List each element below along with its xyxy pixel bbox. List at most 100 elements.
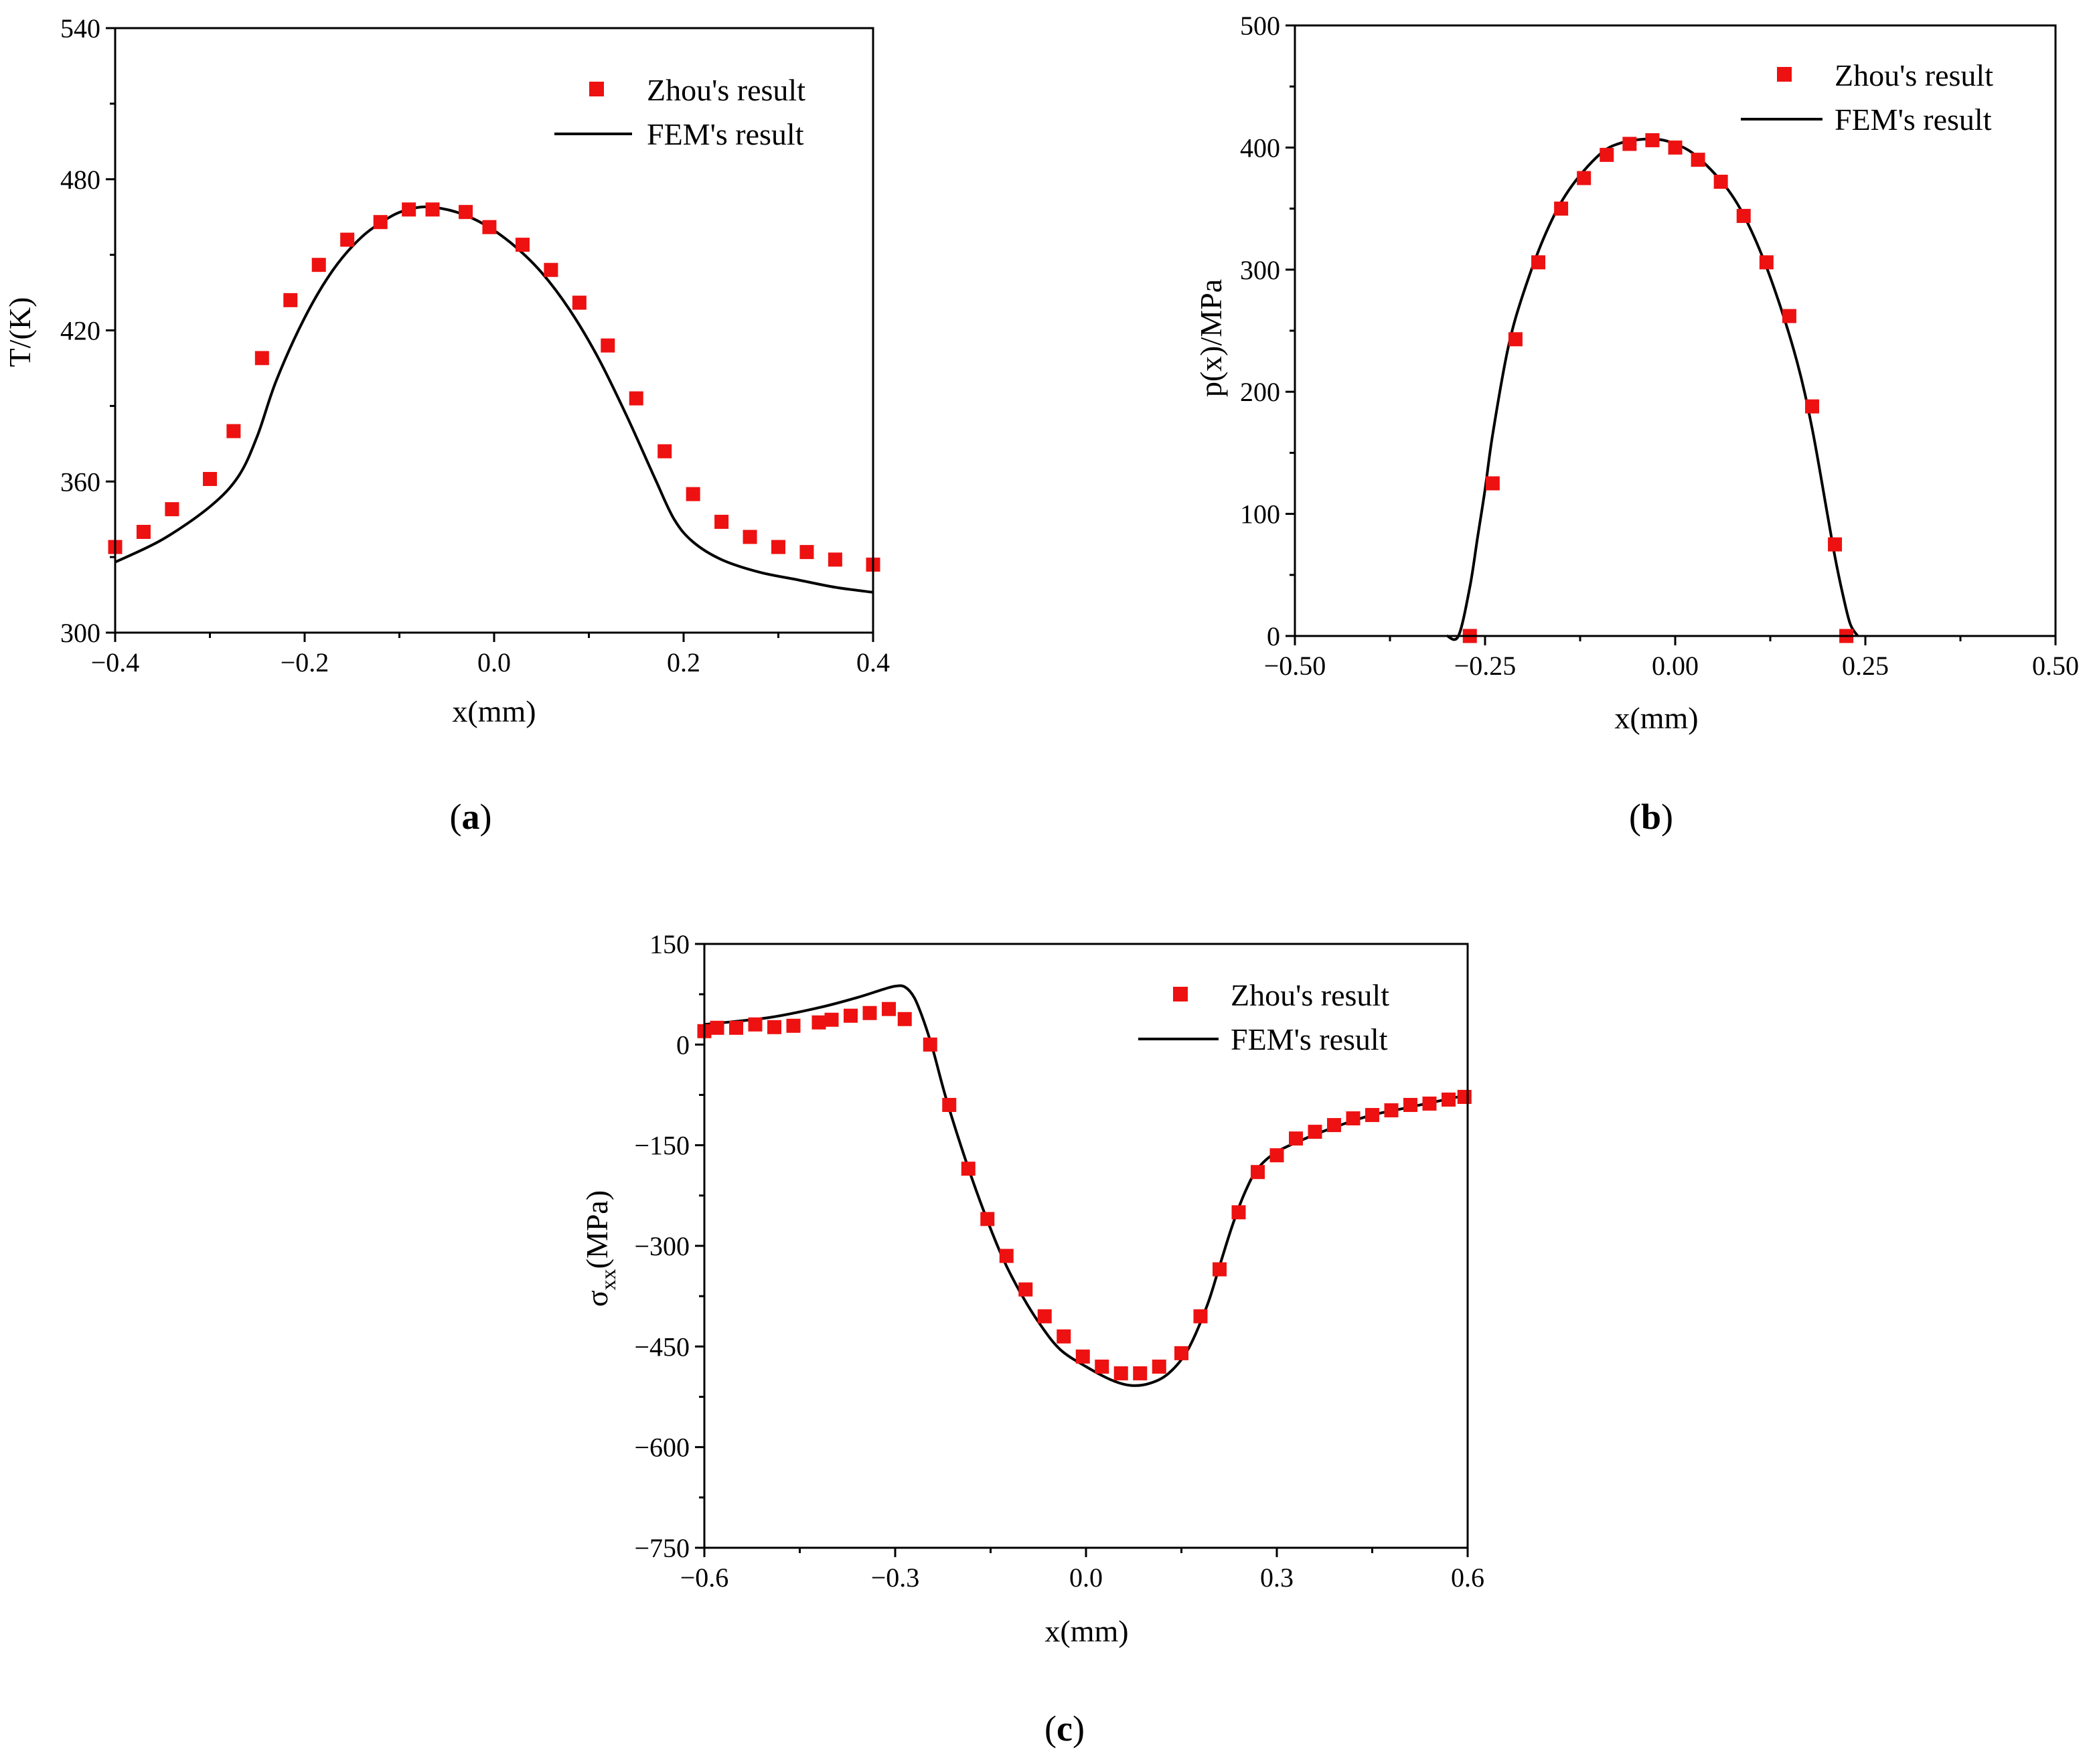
panel-b-caption: (b) (1629, 797, 1673, 837)
panel-b-zhou-point (1713, 174, 1728, 189)
panel-a-zhou-point (226, 424, 241, 438)
panel-b-legend-fem-label: FEM's result (1835, 102, 1992, 137)
panel-c-zhou-point (1213, 1262, 1227, 1277)
panel-a-zhou-point (203, 471, 217, 486)
panel-c-ylabel-subscript: xx (596, 1269, 620, 1290)
panel-b-ytick-label: 300 (1240, 255, 1280, 285)
panel-a-zhou-point (743, 530, 757, 544)
panel-a-zhou-point (165, 502, 179, 517)
panel-c-zhou-point (1269, 1148, 1284, 1163)
chart-panel-c: −0.6 −0.3 0.0 0.3 0.6 −750 −600 −450 −300 −150 0 15… (580, 929, 1484, 1749)
panel-b-zhou-point (1668, 140, 1683, 155)
panel-a-ytick-label: 420 (60, 316, 100, 346)
panel-c-ytick-label: −300 (634, 1231, 690, 1261)
panel-a-zhou-point (459, 205, 473, 220)
panel-c-zhou-point (710, 1020, 724, 1035)
panel-c-zhou-point (1308, 1125, 1322, 1139)
panel-a-zhou-point (572, 295, 587, 310)
panel-c-ytick-label: −600 (634, 1433, 690, 1463)
panel-a-zhou-point (373, 215, 388, 230)
panel-a-legend-fem-label: FEM's result (647, 117, 804, 151)
panel-a-xtick-label: −0.4 (91, 647, 140, 677)
panel-c-ylabel-symbol: σ (580, 1290, 614, 1307)
panel-a-xlabel: x(mm) (452, 694, 536, 728)
panel-c-zhou-point (811, 1015, 826, 1030)
panel-a-ylabel: T/(K) (3, 297, 37, 368)
panel-c-ytick-label: −450 (634, 1332, 690, 1362)
panel-c-zhou-point (786, 1018, 801, 1033)
panel-a-zhou-point (515, 238, 530, 252)
panel-b-ytick-label: 200 (1240, 377, 1280, 407)
panel-c-zhou-point (1174, 1346, 1188, 1360)
panel-c-zhou-point (1251, 1165, 1265, 1180)
panel-a-zhou-point (629, 391, 643, 406)
panel-c-zhou-point (1152, 1359, 1166, 1374)
panel-c-zhou-point (1018, 1282, 1033, 1297)
panel-c-zhou-point (942, 1098, 957, 1113)
panel-b-zhou-point (1600, 147, 1614, 162)
chart-panel-a: −0.4 −0.2 0.0 0.2 0.4 300 360 420 480 540 x(mm) T… (3, 13, 890, 837)
panel-b-ytick-label: 500 (1240, 11, 1280, 41)
panel-a-zhou-point (771, 540, 785, 554)
panel-b-plot-frame (1294, 24, 2057, 637)
panel-c-zhou-point (1422, 1097, 1437, 1111)
panel-a-zhou-markers (108, 202, 880, 572)
panel-a-ticks: −0.4 −0.2 0.0 0.2 0.4 300 360 420 480 540 (60, 13, 890, 677)
panel-b-xlabel: x(mm) (1614, 701, 1698, 735)
panel-c-zhou-point (1193, 1309, 1208, 1324)
panel-b-zhou-point (1531, 255, 1546, 270)
panel-b-legend-marker (1777, 67, 1792, 82)
panel-b-legend: Zhou's result FEM's result (1741, 58, 1993, 137)
panel-c-zhou-point (1037, 1309, 1052, 1324)
panel-a-zhou-point (799, 545, 814, 560)
panel-a-zhou-point (136, 525, 151, 539)
panel-c-legend-marker (1173, 987, 1188, 1001)
panel-c-zhou-point (862, 1006, 877, 1020)
panel-c-zhou-point (882, 1001, 896, 1016)
panel-c-zhou-markers (697, 1001, 1472, 1380)
panel-b-ytick-label: 0 (1267, 621, 1280, 651)
panel-b-zhou-point (1622, 137, 1637, 151)
panel-c-legend-fem-label: FEM's result (1231, 1022, 1388, 1056)
panel-b-xtick-label: −0.25 (1454, 651, 1517, 681)
panel-a-zhou-point (425, 202, 440, 217)
panel-c-ylabel-unit: (MPa) (580, 1190, 614, 1269)
panel-b-legend-zhou-label: Zhou's result (1835, 58, 1993, 92)
panel-a-caption: (a) (450, 797, 492, 837)
panel-b-zhou-point (1508, 332, 1523, 347)
panel-b-zhou-point (1759, 255, 1774, 270)
panel-a-zhou-point (402, 202, 416, 217)
panel-c-ytick-label: 0 (676, 1030, 690, 1060)
panel-a-zhou-point (283, 293, 298, 307)
panel-c-zhou-point (1075, 1349, 1090, 1364)
panel-b-zhou-point (1691, 153, 1705, 167)
panel-a-ytick-label: 540 (60, 13, 100, 44)
panel-c-zhou-point (961, 1161, 976, 1176)
panel-b-zhou-point (1485, 476, 1500, 491)
panel-c-zhou-point (1346, 1111, 1361, 1126)
panel-c-xtick-label: −0.6 (680, 1562, 729, 1593)
panel-c-zhou-point (980, 1212, 995, 1226)
panel-c-ytick-label: −150 (634, 1131, 690, 1161)
panel-b-zhou-point (1804, 399, 1819, 414)
panel-c-xtick-label: −0.3 (871, 1562, 920, 1593)
panel-c-zhou-point (923, 1037, 937, 1052)
panel-c-zhou-point (999, 1249, 1014, 1263)
panel-b-ytick-label: 100 (1240, 499, 1280, 530)
panel-a-legend-marker (589, 82, 604, 96)
panel-c-legend-zhou-label: Zhou's result (1231, 978, 1389, 1012)
panel-c-legend: Zhou's result FEM's result (1138, 978, 1389, 1056)
panel-b-xtick-label: 0.00 (1652, 651, 1699, 681)
panel-a-zhou-point (340, 232, 355, 247)
panel-b-ticks: −0.50 −0.25 0.00 0.25 0.50 0 100 200 300 400 500 (1240, 11, 2079, 681)
panel-a-legend: Zhou's result FEM's result (554, 73, 805, 151)
panel-a-zhou-point (601, 338, 615, 353)
panel-c-ylabel: σxx(MPa) (580, 1190, 620, 1307)
panel-c-xtick-label: 0.3 (1260, 1562, 1294, 1593)
panel-c-zhou-point (1113, 1366, 1128, 1380)
panel-b-zhou-point (1782, 309, 1796, 323)
panel-a-zhou-point (657, 444, 672, 459)
panel-c-zhou-point (1365, 1108, 1379, 1123)
panel-a-ytick-label: 480 (60, 165, 100, 195)
